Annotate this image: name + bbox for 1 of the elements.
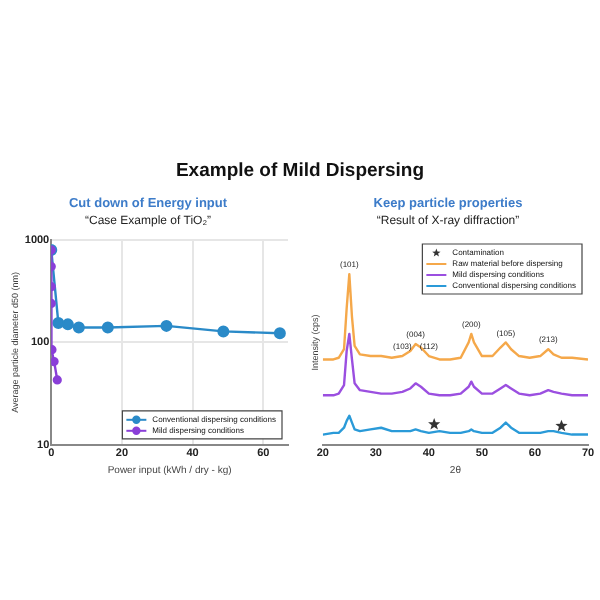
text: Example of Mild Dispersing <box>173 160 427 182</box>
